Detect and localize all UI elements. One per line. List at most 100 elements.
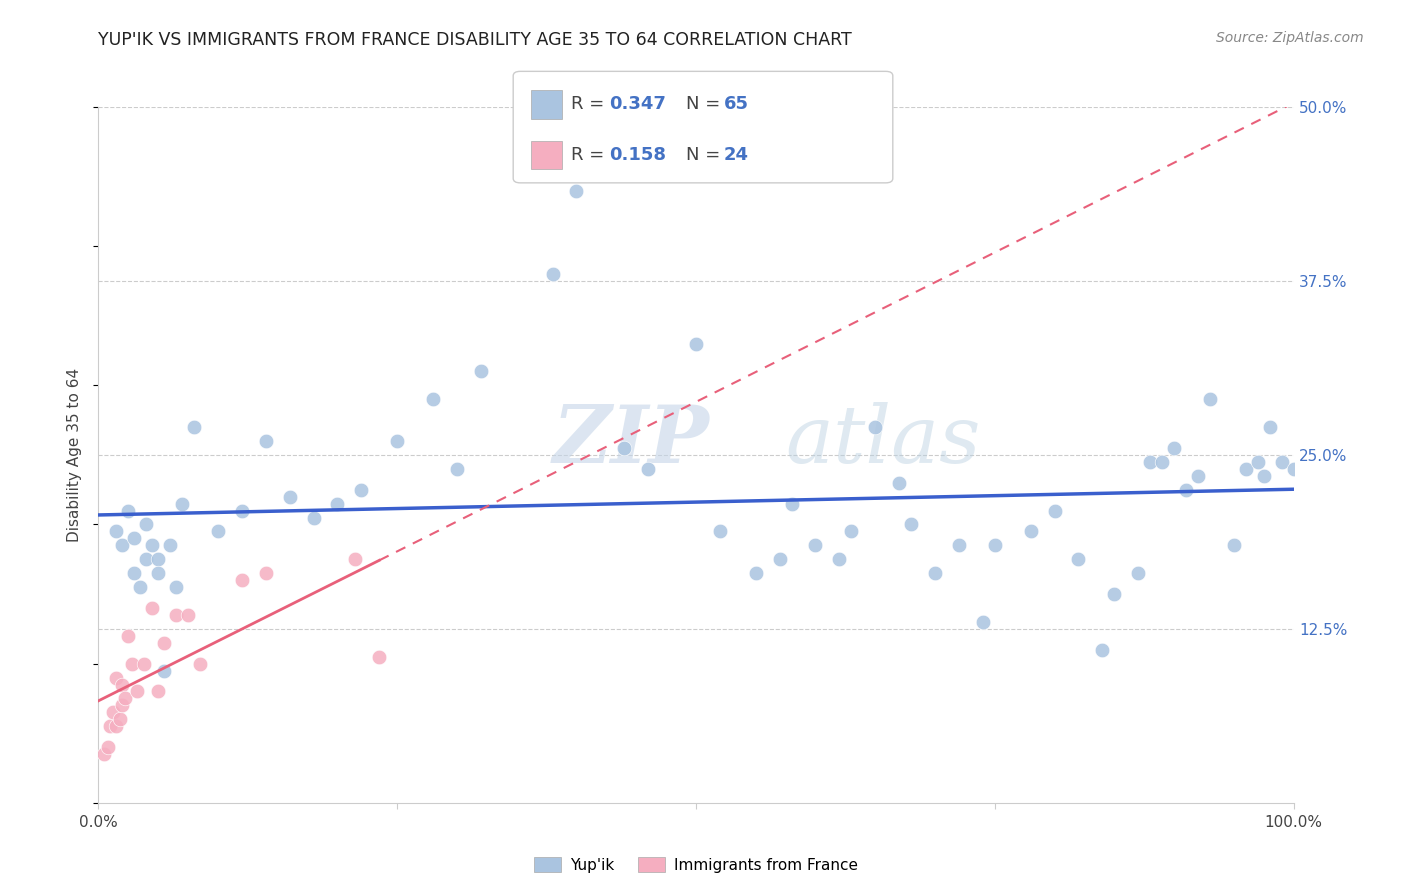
Point: [685, 336, 707, 351]
Text: N =: N =: [686, 95, 725, 113]
Point: [302, 510, 325, 524]
Text: R =: R =: [571, 146, 610, 164]
Point: [1246, 455, 1268, 469]
Point: [108, 712, 131, 726]
Point: [159, 538, 181, 552]
Point: [841, 524, 863, 539]
Point: [207, 524, 229, 539]
Point: [1175, 483, 1198, 497]
Text: 0.347: 0.347: [609, 95, 665, 113]
Point: [889, 475, 911, 490]
Point: [948, 538, 970, 552]
Point: [1128, 566, 1150, 581]
Text: ZIP: ZIP: [553, 402, 710, 480]
Point: [111, 538, 134, 552]
Point: [129, 580, 152, 594]
Point: [231, 503, 253, 517]
Point: [1258, 420, 1281, 434]
Point: [254, 566, 277, 581]
Point: [1091, 642, 1114, 657]
Point: [165, 580, 187, 594]
Point: [446, 462, 468, 476]
Point: [470, 364, 492, 378]
Point: [148, 552, 170, 566]
Point: [541, 267, 564, 281]
Point: [141, 538, 163, 552]
Point: [972, 615, 994, 629]
Text: 0.158: 0.158: [609, 146, 666, 164]
Point: [709, 524, 731, 539]
Point: [326, 497, 349, 511]
Y-axis label: Disability Age 35 to 64: Disability Age 35 to 64: [67, 368, 83, 542]
Point: [1198, 392, 1220, 407]
Point: [1234, 462, 1257, 476]
Point: [135, 517, 157, 532]
Text: YUP'IK VS IMMIGRANTS FROM FRANCE DISABILITY AGE 35 TO 64 CORRELATION CHART: YUP'IK VS IMMIGRANTS FROM FRANCE DISABIL…: [98, 31, 852, 49]
Point: [1163, 441, 1185, 455]
Point: [148, 566, 170, 581]
Point: [1102, 587, 1125, 601]
Point: [121, 657, 143, 671]
Point: [254, 434, 277, 448]
Legend: Yup'ik, Immigrants from France: Yup'ik, Immigrants from France: [527, 850, 865, 879]
Point: [105, 671, 128, 685]
Point: [350, 483, 373, 497]
Point: [153, 636, 176, 650]
Point: [114, 691, 136, 706]
Point: [924, 566, 946, 581]
Point: [565, 184, 588, 198]
Text: N =: N =: [686, 146, 725, 164]
Point: [1019, 524, 1042, 539]
Point: [1282, 462, 1305, 476]
Point: [637, 462, 659, 476]
Point: [188, 657, 211, 671]
Point: [1067, 552, 1090, 566]
Point: [745, 566, 768, 581]
Point: [111, 698, 134, 713]
Point: [768, 552, 790, 566]
Point: [105, 719, 128, 733]
Text: 24: 24: [724, 146, 749, 164]
Point: [613, 441, 636, 455]
Point: [385, 434, 409, 448]
Point: [828, 552, 851, 566]
Point: [900, 517, 922, 532]
Point: [231, 573, 253, 587]
Point: [148, 684, 170, 698]
Point: [98, 719, 122, 733]
Text: 65: 65: [724, 95, 749, 113]
Point: [780, 497, 803, 511]
Point: [863, 420, 887, 434]
Point: [111, 677, 134, 691]
Point: [153, 664, 176, 678]
Point: [105, 524, 128, 539]
Text: Source: ZipAtlas.com: Source: ZipAtlas.com: [1216, 31, 1364, 45]
Point: [1150, 455, 1173, 469]
Point: [1222, 538, 1246, 552]
Point: [278, 490, 301, 504]
Point: [183, 420, 205, 434]
Point: [101, 706, 124, 720]
Point: [132, 657, 155, 671]
Point: [141, 601, 163, 615]
Point: [368, 649, 391, 664]
Point: [804, 538, 827, 552]
Point: [97, 740, 120, 755]
Point: [165, 607, 187, 622]
Text: atlas: atlas: [786, 402, 981, 480]
Point: [125, 684, 148, 698]
Point: [172, 497, 194, 511]
Point: [117, 503, 139, 517]
Point: [422, 392, 444, 407]
Point: [177, 607, 200, 622]
Point: [1139, 455, 1161, 469]
Point: [124, 566, 146, 581]
Point: [1043, 503, 1066, 517]
Point: [124, 532, 146, 546]
Point: [344, 552, 367, 566]
Point: [1271, 455, 1294, 469]
Point: [984, 538, 1007, 552]
Point: [1187, 468, 1209, 483]
Point: [1253, 468, 1275, 483]
Point: [93, 747, 115, 761]
